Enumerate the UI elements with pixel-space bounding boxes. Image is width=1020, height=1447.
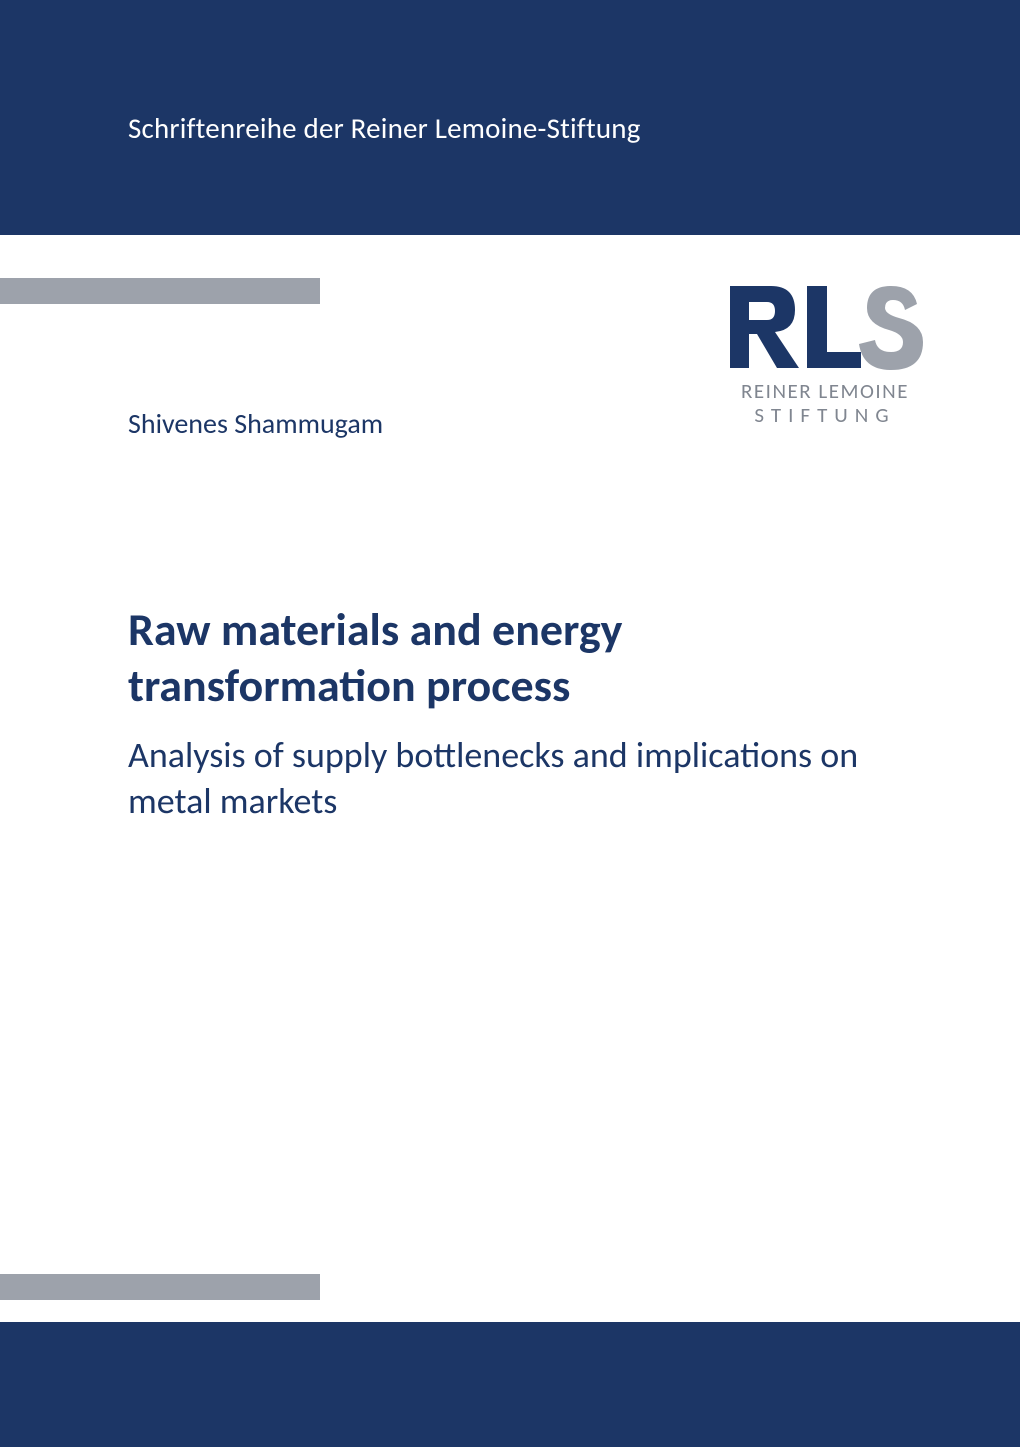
bottom-band: [0, 1322, 1020, 1447]
subtitle: Analysis of supply bottlenecks and impli…: [128, 732, 888, 824]
accent-bar-bottom: [0, 1274, 320, 1300]
series-title: Schriftenreihe der Reiner Lemoine-Stiftu…: [128, 110, 641, 146]
logo: REINER LEMOINE STIFTUNG: [720, 280, 930, 428]
author-name: Shivenes Shammugam: [128, 406, 383, 441]
main-title: Raw materials and energy transformation …: [128, 602, 888, 714]
logo-line1: REINER LEMOINE: [720, 378, 930, 404]
accent-bar-top: [0, 278, 320, 304]
title-block: Raw materials and energy transformation …: [128, 602, 888, 824]
rls-monogram-icon: [725, 280, 925, 372]
logo-line2: STIFTUNG: [720, 402, 930, 428]
cover-page: Schriftenreihe der Reiner Lemoine-Stiftu…: [0, 0, 1020, 1447]
